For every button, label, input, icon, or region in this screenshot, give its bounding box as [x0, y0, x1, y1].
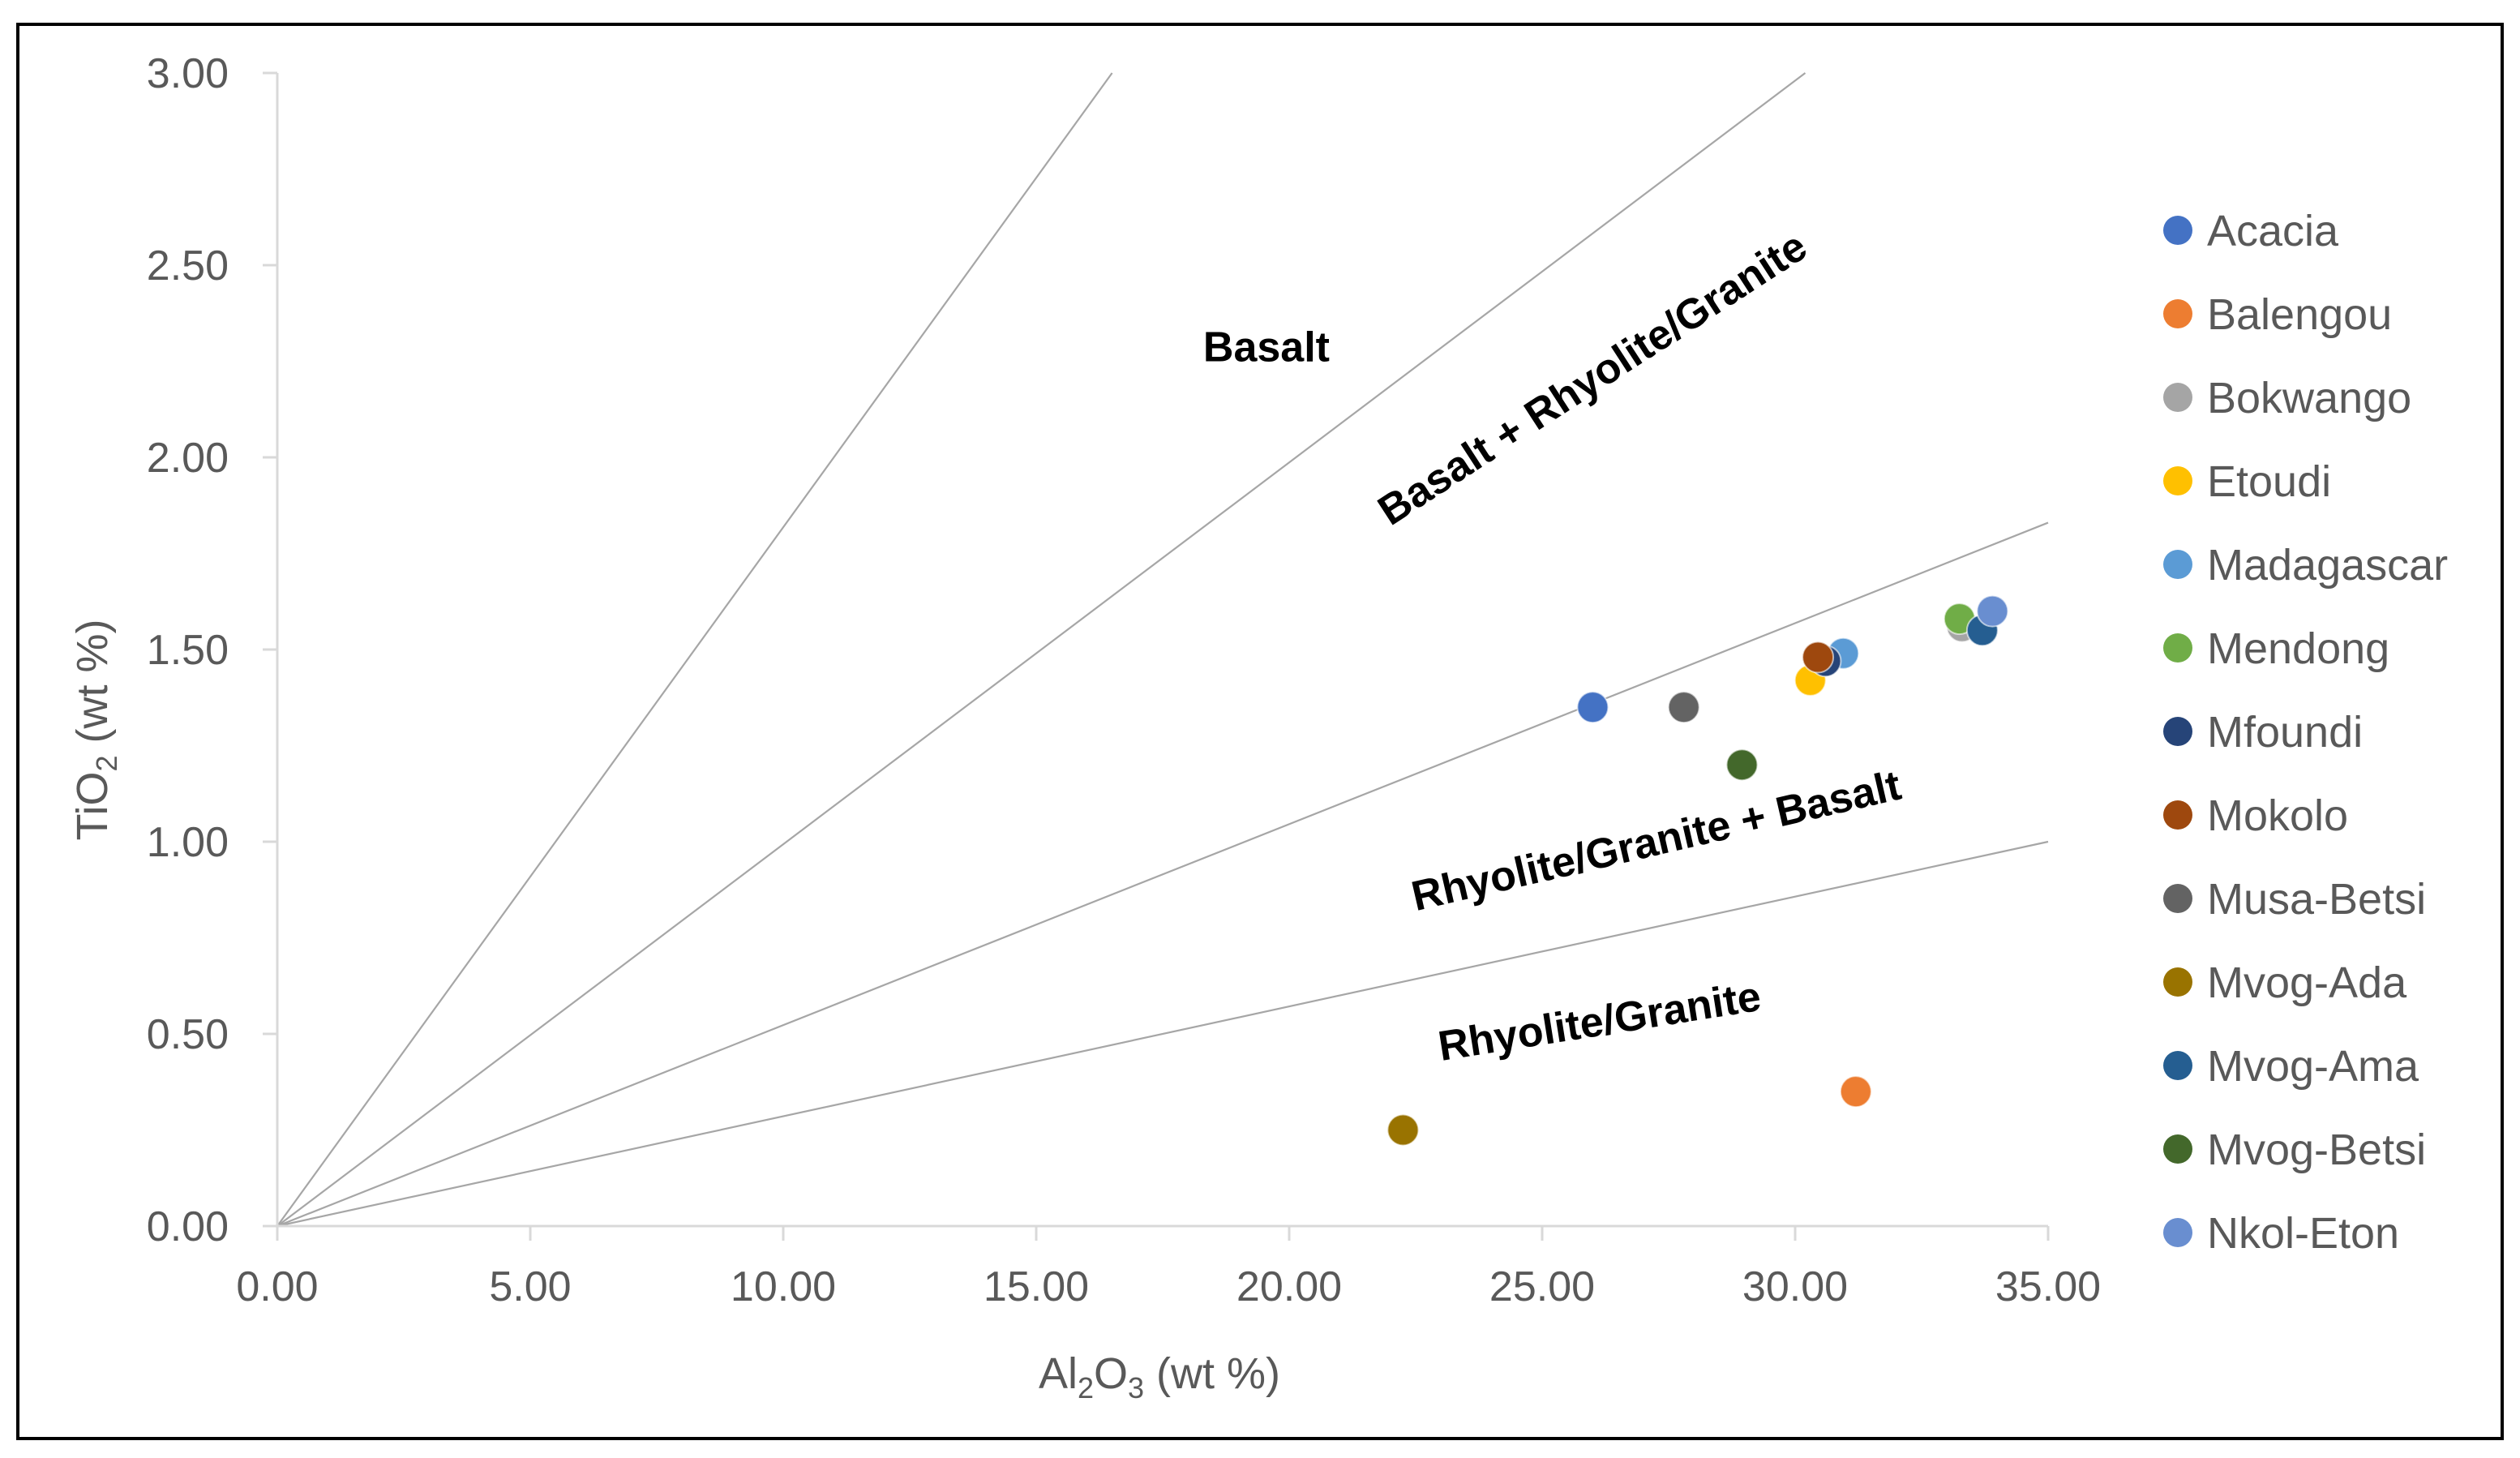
y-tick-label: 2.50: [147, 242, 229, 289]
region-label: Basalt: [1203, 324, 1330, 371]
reference-line-basalt-rhyolite-boundary: [276, 72, 1806, 1227]
x-tick-label: 10.00: [731, 1263, 836, 1310]
legend-label: Mfoundi: [2207, 708, 2363, 757]
reference-line-rhyolite-boundary: [276, 840, 2049, 1228]
x-tick-label: 35.00: [1995, 1263, 2101, 1310]
legend-marker-mvog-ada: [2163, 967, 2192, 997]
legend-marker-balengou: [2163, 299, 2192, 328]
legend-marker-bokwango: [2163, 383, 2192, 412]
x-axis-title: Al2O3 (wt %): [1039, 1349, 1280, 1404]
reference-line-rhyolite-basalt-boundary: [276, 521, 2049, 1228]
y-tick-label: 0.00: [147, 1203, 229, 1250]
legend-label: Musa-Betsi: [2207, 875, 2426, 924]
y-tick-label: 0.50: [147, 1011, 229, 1058]
legend-label: Etoudi: [2207, 457, 2331, 506]
data-point-musa-betsi: [1667, 691, 1700, 724]
legend-marker-nkol-eton: [2163, 1218, 2192, 1247]
legend: Acacia Balengou Bokwango Etoudi Madagascar Me…: [2163, 207, 2448, 1258]
legend-marker-mfoundi: [2163, 717, 2192, 746]
legend-marker-mokolo: [2163, 800, 2192, 830]
y-axis-title: TiO2 (wt %): [68, 619, 123, 840]
legend-label: Bokwango: [2207, 374, 2411, 422]
x-tick-label: 15.00: [984, 1263, 1089, 1310]
reference-lines: [276, 72, 2049, 1228]
legend-marker-acacia: [2163, 216, 2192, 245]
legend-label: Nkol-Eton: [2207, 1209, 2399, 1258]
legend-marker-mvog-ama: [2163, 1051, 2192, 1080]
x-tick-label: 5.00: [489, 1263, 571, 1310]
legend-marker-madagascar: [2163, 550, 2192, 579]
data-point-nkol-eton: [1976, 594, 2009, 628]
data-point-mokolo: [1802, 641, 1835, 674]
legend-label: Madagascar: [2207, 541, 2448, 590]
y-axis-ticks: 0.00 0.50 1.00 1.50 2.00 2.50 3.00: [147, 50, 277, 1250]
y-tick-label: 2.00: [147, 435, 229, 482]
data-points: [1386, 594, 2009, 1147]
chart-frame: [16, 23, 2504, 1440]
legend-marker-etoudi: [2163, 466, 2192, 495]
legend-label: Balengou: [2207, 290, 2392, 339]
x-axis-ticks: 0.00 5.00 10.00 15.00 20.00 25.00 30.00 35.00: [236, 1226, 2101, 1310]
legend-label: Mokolo: [2207, 791, 2348, 840]
legend-marker-mendong: [2163, 633, 2192, 663]
y-tick-label: 1.50: [147, 627, 229, 674]
data-point-balengou: [1839, 1075, 1872, 1109]
x-tick-label: 30.00: [1742, 1263, 1848, 1310]
x-tick-label: 20.00: [1236, 1263, 1342, 1310]
legend-marker-musa-betsi: [2163, 884, 2192, 913]
legend-label: Mendong: [2207, 624, 2389, 673]
reference-line-basalt-boundary: [276, 72, 1113, 1227]
legend-label: Mvog-Betsi: [2207, 1126, 2426, 1174]
data-point-acacia: [1576, 691, 1609, 724]
legend-marker-mvog-betsi: [2163, 1134, 2192, 1164]
y-tick-label: 3.00: [147, 50, 229, 97]
data-point-mvog-ada: [1386, 1113, 1420, 1147]
legend-label: Acacia: [2207, 207, 2339, 255]
y-tick-label: 1.00: [147, 819, 229, 866]
x-tick-label: 25.00: [1489, 1263, 1595, 1310]
legend-label: Mvog-Ama: [2207, 1042, 2419, 1091]
x-tick-label: 0.00: [236, 1263, 318, 1310]
legend-label: Mvog-Ada: [2207, 958, 2407, 1007]
data-point-mvog-betsi: [1725, 748, 1759, 782]
